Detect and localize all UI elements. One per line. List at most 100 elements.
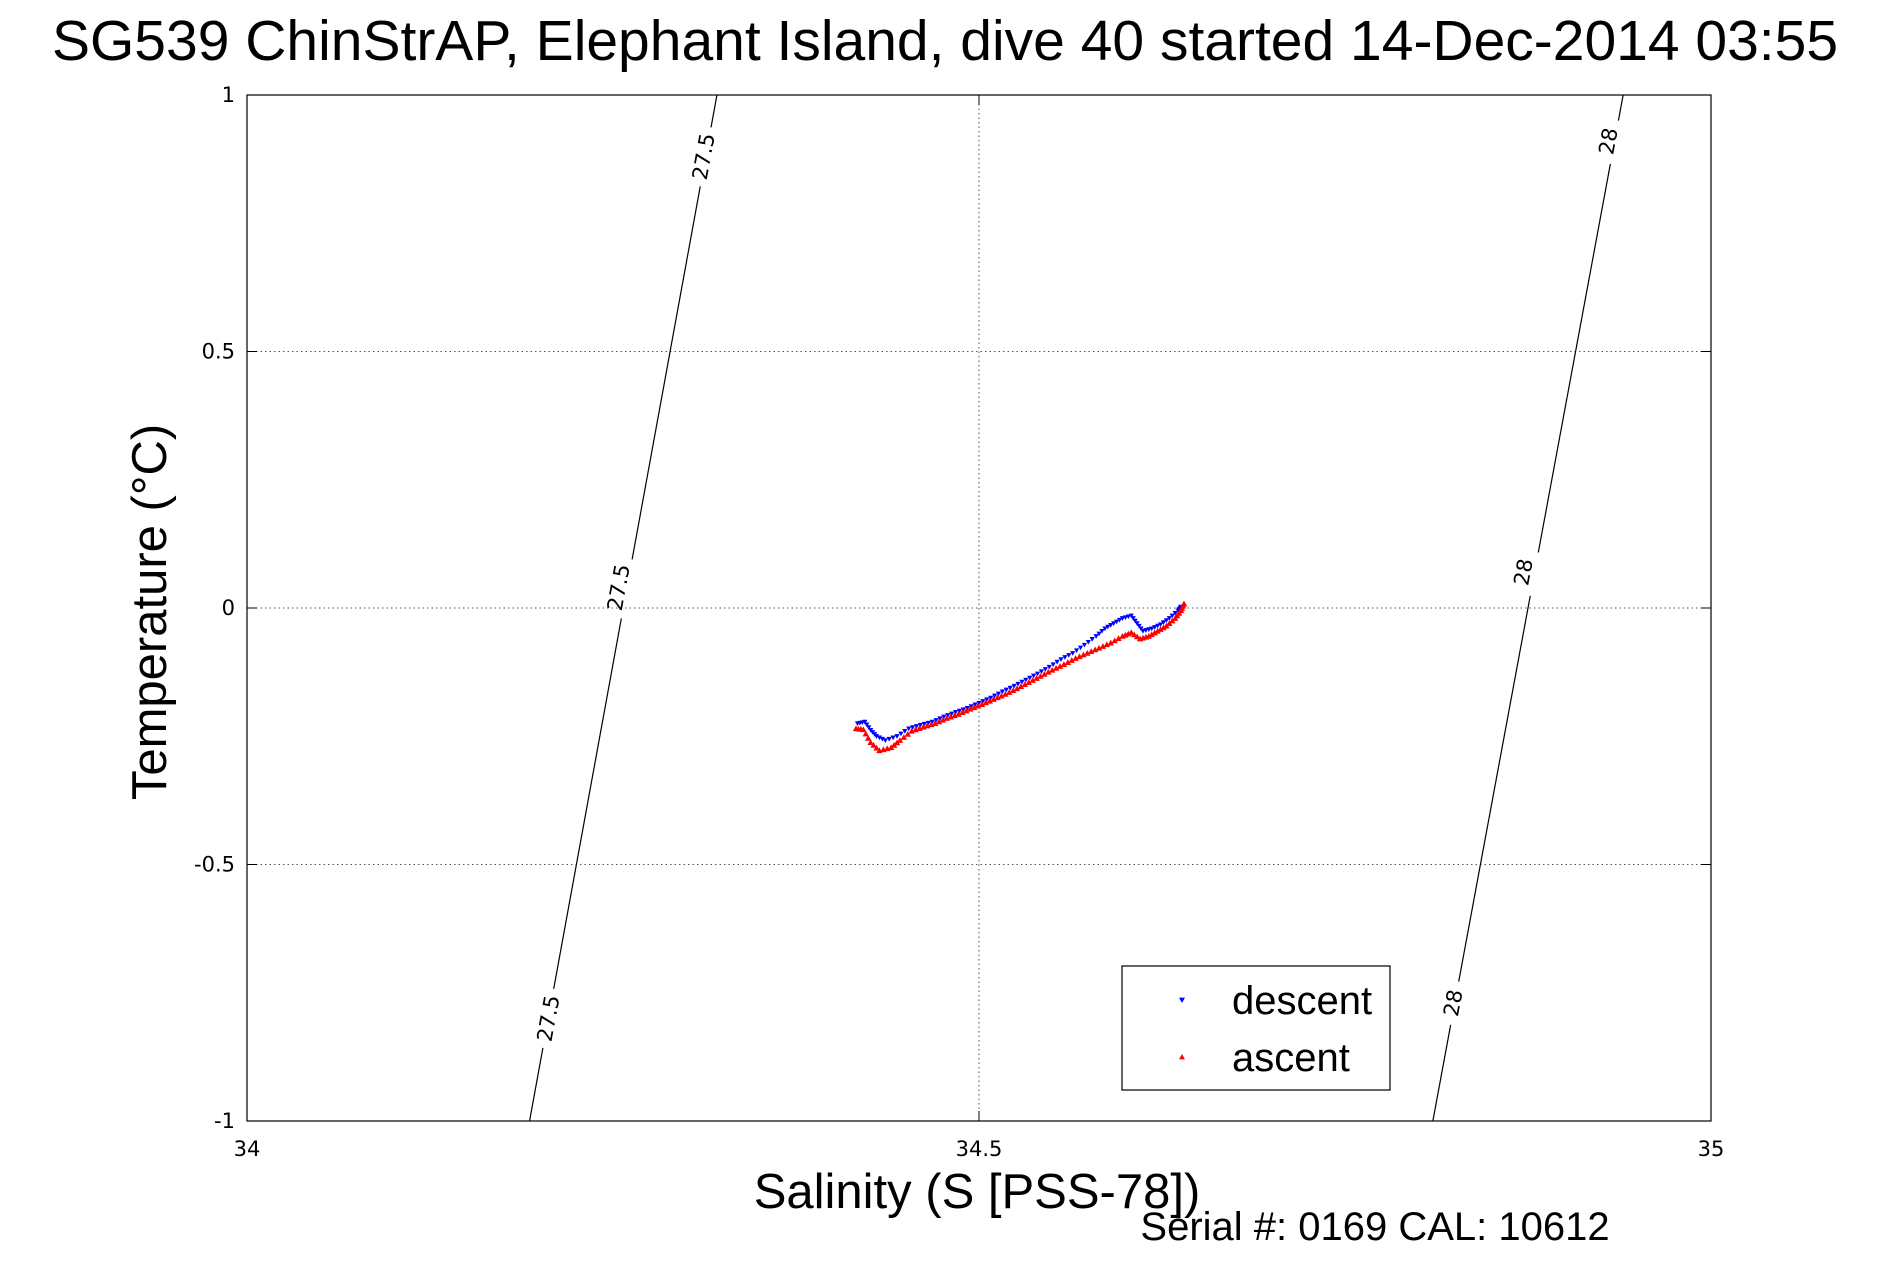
descent-point (1062, 655, 1068, 660)
axis-ticks: 34 34.5 35 -1 -0.5 0 0.5 1 (194, 83, 1724, 1161)
descent-point (1050, 662, 1056, 668)
legend-marker-ascent (1179, 1054, 1185, 1060)
ascent-point (1154, 627, 1161, 634)
descent-point (906, 726, 912, 732)
ascent-point (1041, 670, 1048, 677)
ascent-point (1033, 675, 1040, 681)
ascent-point (1056, 663, 1064, 669)
descent-point (1116, 617, 1123, 623)
descent-point (1138, 626, 1144, 632)
descent-point (1042, 667, 1048, 672)
y-tick-label: -0.5 (194, 853, 235, 877)
x-tick-label: 34 (234, 1137, 261, 1161)
ascent-point (1145, 633, 1153, 639)
descent-point (1099, 629, 1105, 634)
ascent-point (1091, 646, 1099, 653)
y-tick-label: 0.5 (202, 340, 235, 364)
descent-point (890, 735, 896, 741)
legend-marker-descent (1179, 997, 1185, 1003)
descent-point (1081, 642, 1088, 648)
ascent-point (939, 716, 947, 723)
descent-point (1038, 669, 1045, 675)
descent-point (1066, 653, 1072, 658)
descent-point (984, 697, 990, 703)
descent-point (1003, 687, 1009, 693)
legend: descent ascent (1121, 965, 1391, 1091)
descent-point (1089, 637, 1095, 642)
descent-point (910, 725, 916, 730)
descent-point (1163, 618, 1169, 623)
ascent-point (959, 709, 966, 716)
descent-point (921, 721, 927, 727)
descent-point (1093, 634, 1099, 639)
ascent-point (931, 720, 939, 726)
descent-point (1074, 648, 1080, 654)
ascent-point (986, 697, 993, 704)
descent-point (1152, 625, 1158, 630)
legend-label-ascent: ascent (1232, 1036, 1350, 1080)
descent-point (945, 713, 951, 718)
density-contour-line (631, 186, 701, 560)
descent-point (1070, 651, 1076, 656)
ascent-point (860, 726, 867, 733)
descent-point (925, 720, 931, 726)
ascent-point (970, 704, 978, 711)
ascent-point (1095, 644, 1103, 651)
descent-point (1105, 624, 1111, 630)
descent-point (1114, 619, 1120, 625)
chart-title: SG539 ChinStrAP, Elephant Island, dive 4… (52, 9, 1838, 73)
ascent-point (935, 718, 943, 725)
ascent-point (896, 737, 904, 743)
descent-point (1058, 657, 1064, 662)
descent-point (1046, 664, 1052, 670)
x-tick-label: 35 (1698, 1137, 1725, 1161)
descent-point (873, 734, 880, 739)
descent-point (952, 710, 959, 715)
ascent-point (1115, 635, 1122, 641)
ascent-point (904, 730, 911, 737)
density-contour-line (553, 618, 622, 989)
density-contour-label: 28 (1594, 126, 1622, 157)
descent-point (949, 711, 955, 717)
descent-point (862, 719, 868, 725)
ascent-point (1088, 648, 1095, 654)
descent-point (995, 691, 1002, 697)
descent-point (1015, 681, 1021, 687)
ascent-point (1128, 629, 1135, 636)
x-tick-label: 34.5 (956, 1137, 1003, 1161)
ascent-point (873, 744, 880, 751)
descent-point (960, 707, 966, 713)
descent-point (999, 689, 1006, 695)
descent-point (1132, 618, 1138, 624)
ascent-point (1157, 626, 1164, 632)
descent-point (1007, 685, 1013, 691)
ascent-point (955, 710, 962, 717)
descent-point (902, 729, 908, 734)
descent-point (1157, 622, 1164, 628)
density-contour-line (1458, 595, 1531, 982)
y-tick-label: 1 (222, 83, 235, 107)
ascent-point (963, 707, 970, 714)
descent-point (864, 722, 870, 728)
ascent-point (1029, 677, 1036, 683)
ascent-point (1068, 657, 1075, 663)
descent-point (988, 695, 994, 701)
ascent-point (982, 699, 990, 706)
ascent-point (862, 730, 869, 737)
ascent-point (1072, 655, 1079, 661)
descent-point (1102, 626, 1108, 632)
ascent-point (900, 734, 908, 740)
descent-point (1140, 629, 1146, 634)
density-contour-label: 28 (1509, 557, 1537, 588)
ascent-point (1009, 687, 1017, 693)
descent-point (1034, 671, 1041, 677)
descent-point (972, 702, 978, 708)
descent-point (1149, 626, 1155, 632)
descent-point (964, 705, 970, 711)
ascent-point (1111, 637, 1118, 644)
descent-point (980, 699, 986, 704)
y-axis-label: Temperature (°C) (123, 424, 177, 800)
ascent-point (1130, 631, 1138, 638)
descent-point (886, 736, 892, 742)
ascent-point (867, 739, 874, 745)
